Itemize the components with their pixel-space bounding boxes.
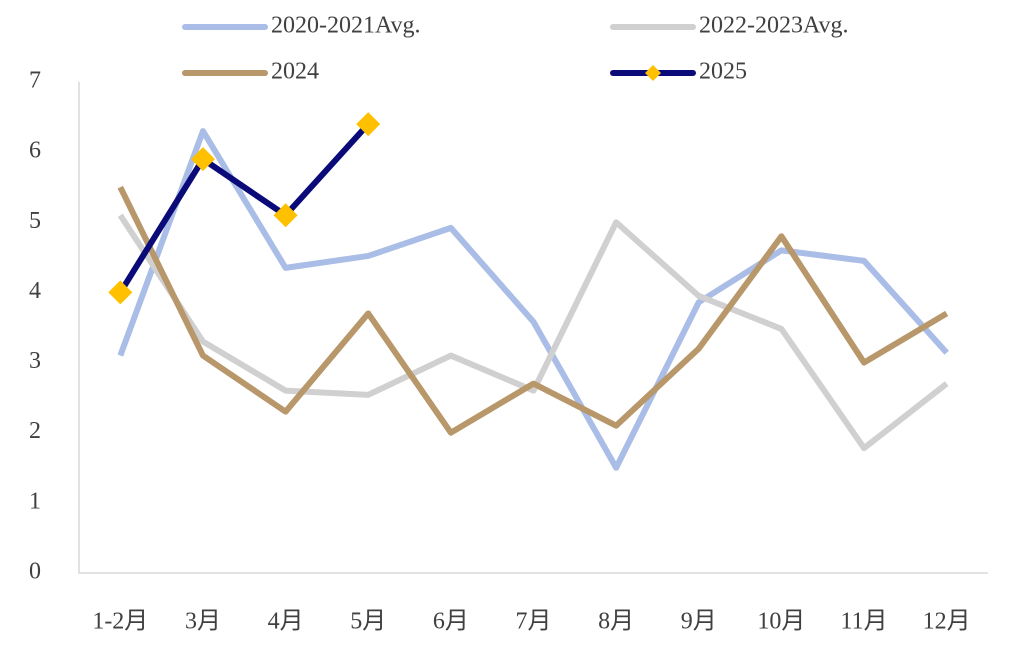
y-tick-label: 2 <box>29 418 41 444</box>
x-tick-label: 8月 <box>598 609 634 635</box>
x-tick-label: 7月 <box>516 609 552 635</box>
x-tick-label: 3月 <box>185 609 221 635</box>
x-tick-label: 10月 <box>757 609 805 635</box>
marker <box>273 203 298 228</box>
y-tick-label: 0 <box>29 559 41 585</box>
y-tick-label: 6 <box>29 138 41 164</box>
line-series <box>117 128 949 471</box>
x-tick-label: 4月 <box>268 609 304 635</box>
x-tick-label: 1-2月 <box>92 609 148 635</box>
legend-label: 2025 <box>699 59 747 85</box>
legend-marker <box>645 65 661 81</box>
x-tick-label: 9月 <box>681 609 717 635</box>
y-tick-label: 7 <box>29 68 41 94</box>
y-tick-label: 1 <box>29 488 41 514</box>
line-series <box>117 185 949 436</box>
legend-label: 2024 <box>271 59 319 85</box>
x-tick-label: 5月 <box>350 609 386 635</box>
x-tick-label: 11月 <box>840 609 887 635</box>
marker <box>356 112 381 137</box>
legend-label: 2020-2021Avg. <box>271 13 421 39</box>
x-tick-label: 12月 <box>923 609 971 635</box>
y-tick-label: 3 <box>29 348 41 374</box>
marker <box>108 280 133 305</box>
line-series <box>117 213 949 452</box>
legend-label: 2022-2023Avg. <box>699 13 849 39</box>
line-series <box>117 122 371 295</box>
x-tick-label: 6月 <box>433 609 469 635</box>
legend: 2020-2021Avg. 2022-2023Avg. 2024 2025 <box>182 13 849 85</box>
y-tick-label: 5 <box>29 208 41 234</box>
y-tick-label: 4 <box>29 278 41 304</box>
marker <box>190 147 215 172</box>
